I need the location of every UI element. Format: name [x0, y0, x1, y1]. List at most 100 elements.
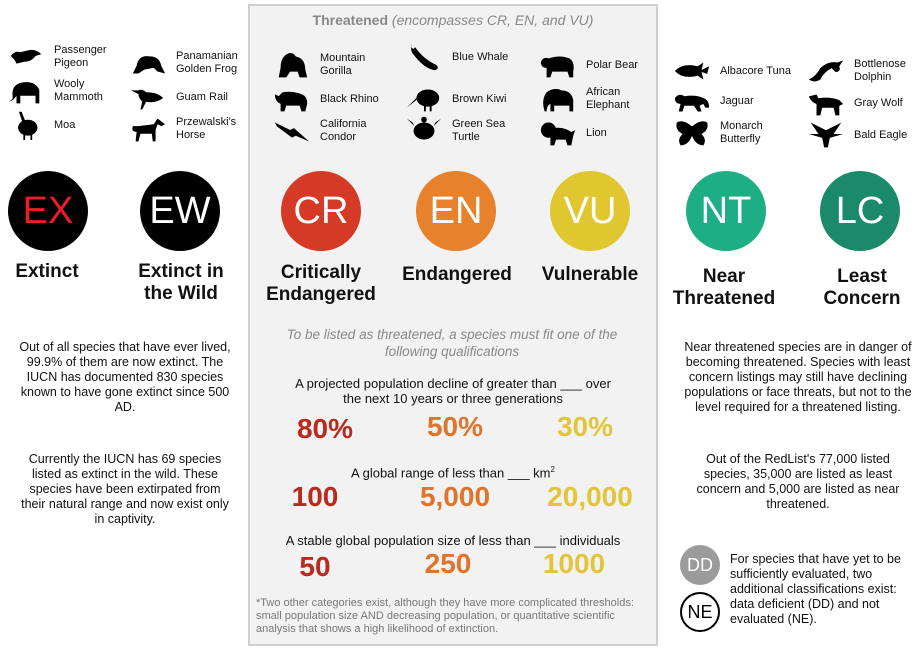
pigeon-icon	[6, 42, 46, 72]
range-vu-value: 20,000	[547, 481, 633, 512]
footnote: *Two other categories exist, although th…	[256, 597, 634, 635]
frog-icon	[128, 48, 168, 78]
animal-lion: Lion	[538, 118, 607, 148]
label-critically-endangered: Critically Endangered	[266, 262, 376, 305]
circle-vu: VU	[550, 171, 630, 251]
animal-label: Black Rhino	[320, 92, 379, 105]
label-extinct: Extinct	[15, 261, 79, 282]
animal-green-sea-turtle: Green Sea Turtle	[404, 116, 512, 146]
animal-label: Mountain Gorilla	[320, 52, 366, 77]
qualification-decline: A projected population decline of greate…	[295, 376, 611, 406]
animal-przewalskis-horse: Przewalski's Horse	[128, 114, 246, 144]
animal-bald-eagle: Bald Eagle	[806, 120, 907, 150]
animal-label: Polar Bear	[586, 58, 638, 71]
mammoth-icon	[6, 76, 46, 106]
turtle-icon	[404, 116, 444, 146]
animal-label: Bald Eagle	[854, 128, 908, 141]
animal-label: Green Sea Turtle	[452, 118, 506, 143]
threatened-panel: Threatened (encompasses CR, EN, and VU)	[248, 4, 658, 646]
animal-label: Panamanian Golden Frog	[176, 50, 238, 75]
wolf-icon	[806, 88, 846, 118]
circle-lc: LC	[820, 171, 900, 251]
horse-icon	[128, 114, 168, 144]
animal-label: Guam Rail	[176, 90, 228, 103]
range-cr-value: 100	[291, 481, 339, 512]
label-endangered: Endangered	[402, 264, 512, 285]
qualifications-intro: To be listed as threatened, a species mu…	[286, 327, 618, 359]
bird-icon	[128, 82, 168, 112]
decline-cr-value: 80%	[296, 413, 354, 444]
threatened-header: Threatened (encompasses CR, EN, and VU)	[312, 12, 594, 28]
animal-label: Monarch Butterfly	[720, 120, 763, 145]
decline-en-value: 50%	[426, 411, 484, 442]
animal-jaguar: Jaguar	[672, 86, 754, 116]
animal-brown-kiwi: Brown Kiwi	[404, 84, 506, 114]
animal-gray-wolf: Gray Wolf	[806, 88, 903, 118]
circle-ne: NE	[680, 592, 720, 632]
animal-black-rhino: Black Rhino	[272, 84, 379, 114]
circle-en: EN	[416, 171, 496, 251]
animal-label: Lion	[586, 126, 607, 139]
fish-icon	[672, 56, 712, 86]
animal-california-condor: California Condor	[272, 116, 380, 146]
animal-label: Przewalski's Horse	[176, 116, 237, 141]
animal-label: Bottlenose Dolphin	[854, 58, 906, 83]
circle-ew: EW	[140, 171, 220, 251]
range-en-value: 5,000	[419, 481, 491, 512]
circle-nt: NT	[686, 171, 766, 251]
eagle-icon	[806, 120, 846, 150]
moa-icon	[6, 110, 46, 140]
extinct-paragraph-1: Out of all species that have ever lived,…	[19, 340, 231, 414]
gorilla-icon	[272, 50, 312, 80]
lion-icon	[538, 118, 578, 148]
bear-icon	[538, 50, 578, 80]
animal-panamanian-golden-frog: Panamanian Golden Frog	[128, 48, 256, 78]
circle-ex: EX	[8, 171, 88, 251]
animal-label: Jaguar	[720, 94, 754, 107]
label-extinct-in-wild: Extinct in the Wild	[138, 261, 224, 304]
animal-mountain-gorilla: Mountain Gorilla	[272, 50, 380, 80]
animal-passenger-pigeon: Passenger Pigeon	[6, 42, 124, 72]
population-cr-value: 50	[299, 551, 331, 582]
animal-guam-rail: Guam Rail	[128, 82, 228, 112]
animal-label: Passenger Pigeon	[54, 44, 107, 69]
extinct-paragraph-2: Currently the IUCN has 69 species listed…	[21, 452, 229, 526]
animal-moa: Moa	[6, 110, 75, 140]
animal-bottlenose-dolphin: Bottlenose Dolphin	[806, 56, 914, 86]
near-threatened-paragraph-2: Out of the RedList's 77,000 listed speci…	[696, 452, 900, 511]
population-en-value: 250	[424, 548, 472, 579]
circle-dd: DD	[680, 545, 720, 585]
qualification-range: A global range of less than ___ km2	[351, 465, 555, 481]
dolphin-icon	[806, 56, 846, 86]
label-near-threatened: Near Threatened	[672, 266, 776, 309]
label-least-concern: Least Concern	[823, 266, 901, 309]
decline-vu-value: 30%	[556, 411, 614, 442]
butterfly-icon	[672, 118, 712, 148]
animal-label: Brown Kiwi	[452, 92, 507, 105]
animal-african-elephant: African Elephant	[538, 84, 646, 114]
rhino-icon	[272, 84, 312, 114]
near-threatened-paragraph-1: Near threatened species are in danger of…	[684, 340, 912, 414]
animal-monarch-butterfly: Monarch Butterfly	[672, 118, 780, 148]
population-vu-value: 1000	[542, 548, 606, 579]
whale-icon	[404, 42, 444, 72]
qualification-population: A stable global population size of less …	[285, 533, 621, 548]
label-vulnerable: Vulnerable	[541, 264, 639, 285]
animal-blue-whale: Blue Whale	[404, 42, 508, 72]
circle-cr: CR	[281, 171, 361, 251]
animal-label: Blue Whale	[452, 50, 509, 63]
animal-label: African Elephant	[586, 86, 630, 111]
animal-label: Albacore Tuna	[720, 64, 791, 77]
kiwi-icon	[404, 84, 444, 114]
animal-label: California Condor	[320, 118, 367, 143]
animal-wooly-mammoth: Wooly Mammoth	[6, 76, 124, 106]
animal-polar-bear: Polar Bear	[538, 50, 638, 80]
jaguar-icon	[672, 86, 712, 116]
elephant-icon	[538, 84, 578, 114]
animal-label: Wooly Mammoth	[54, 78, 103, 103]
dd-ne-note: For species that have yet to be sufficie…	[730, 552, 901, 626]
animal-albacore-tuna: Albacore Tuna	[672, 56, 791, 86]
animal-label: Gray Wolf	[854, 96, 903, 109]
condor-icon	[272, 116, 312, 146]
animal-label: Moa	[54, 118, 76, 131]
